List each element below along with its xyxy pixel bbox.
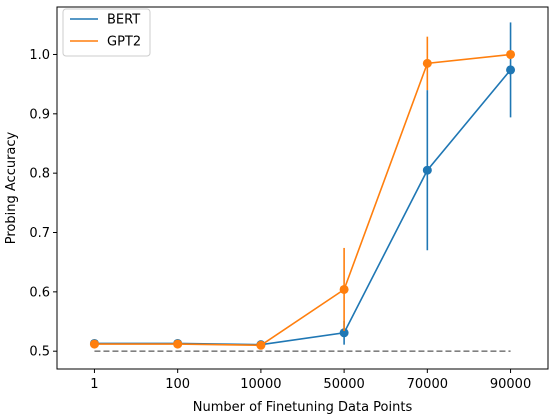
data-point	[506, 65, 516, 75]
y-axis-label: Probing Accuracy	[4, 131, 19, 244]
data-point	[339, 284, 349, 294]
data-point	[173, 339, 183, 349]
data-point	[256, 340, 266, 350]
x-tick-label: 50000	[323, 377, 364, 392]
y-tick-label: 0.8	[29, 167, 50, 182]
series-bert	[89, 22, 516, 350]
y-tick-label: 0.5	[29, 345, 50, 360]
x-tick-label: 90000	[490, 377, 531, 392]
series-line-gpt2	[94, 53, 511, 347]
x-tick-label: 10000	[240, 377, 281, 392]
legend: BERT GPT2	[62, 8, 151, 57]
data-point	[422, 58, 432, 68]
axes: 1 100 10000 50000 70000 90000 0.5 0.6 0.7 0.8 0.9 1…	[29, 48, 531, 392]
x-tick-label: 1	[90, 377, 98, 392]
y-tick-label: 0.7	[29, 226, 50, 241]
y-tick-label: 1.0	[29, 48, 50, 63]
series-gpt2	[89, 36, 516, 350]
y-tick-label: 0.9	[29, 107, 50, 122]
x-tick-label: 70000	[407, 377, 448, 392]
data-point	[339, 328, 349, 338]
series-line-bert	[94, 69, 512, 346]
data-point	[422, 165, 432, 175]
plot-frame	[56, 6, 549, 370]
x-tick-label: 100	[165, 377, 190, 392]
y-tick-label: 0.6	[29, 285, 50, 300]
x-axis-label: Number of Finetuning Data Points	[193, 400, 413, 415]
legend-label-gpt2: GPT2	[107, 35, 141, 50]
data-point	[89, 339, 99, 349]
legend-label-bert: BERT	[107, 13, 140, 28]
data-point	[506, 49, 516, 59]
plot-area	[89, 22, 516, 352]
legend-box	[62, 8, 151, 57]
